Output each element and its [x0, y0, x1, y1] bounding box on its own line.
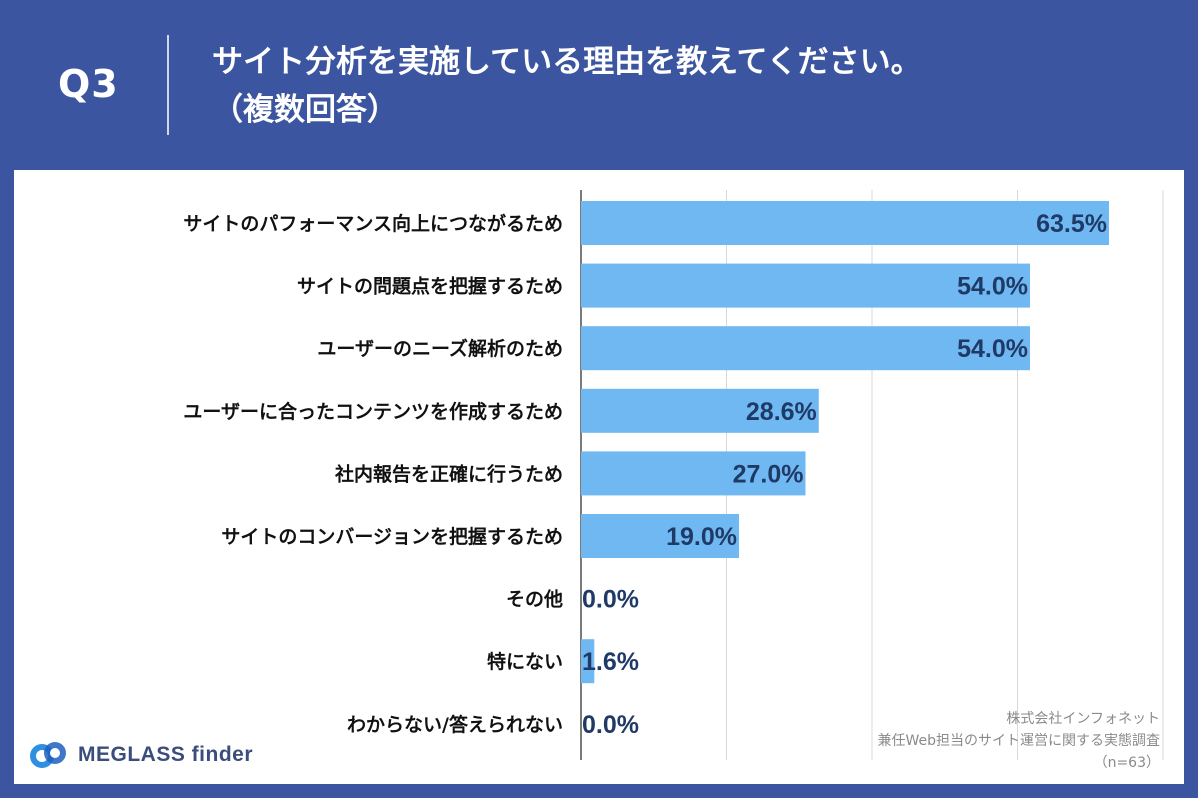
category-label: サイトのコンバージョンを把握するため: [221, 525, 563, 548]
category-label: その他: [506, 588, 563, 611]
category-label: 社内報告を正確に行うため: [334, 462, 563, 485]
value-label: 1.6%: [582, 648, 639, 676]
category-label: 特にない: [487, 651, 563, 673]
bar: [581, 388, 819, 433]
chart-panel: サイトのパフォーマンス向上につながるためサイトの問題点を把握するためユーザーのニ…: [14, 170, 1184, 784]
source-sample-size: （n=63）: [1093, 755, 1160, 771]
bar: [581, 326, 1030, 371]
value-label: 0.0%: [582, 711, 639, 739]
category-label: ユーザーに合ったコンテンツを作成するため: [183, 400, 563, 423]
logo-text: MEGLASS finder: [78, 743, 254, 766]
category-label: サイトのパフォーマンス向上につながるため: [183, 212, 563, 235]
value-label: 0.0%: [582, 586, 639, 614]
bar: [581, 639, 595, 684]
question-title-line2: （複数回答）: [212, 92, 398, 128]
question-title-line1: サイト分析を実施している理由を教えてください。: [212, 44, 922, 80]
header: Q3 サイト分析を実施している理由を教えてください。 （複数回答）: [0, 0, 1198, 170]
value-label: 54.0%: [957, 273, 1028, 301]
source-company: 株式会社インフォネット: [1006, 711, 1160, 727]
source-note: 株式会社インフォネット 兼任Web担当のサイト運営に関する実態調査 （n=63）: [877, 708, 1160, 774]
question-number: Q3: [58, 62, 119, 106]
source-survey: 兼任Web担当のサイト運営に関する実態調査: [877, 733, 1160, 749]
value-label: 19.0%: [666, 523, 737, 551]
meglass-logo-icon: [30, 742, 66, 768]
bar: [581, 201, 1109, 245]
bar: [581, 263, 1030, 308]
header-divider: [167, 35, 169, 135]
category-label: わからない/答えられない: [347, 713, 563, 736]
bar-chart: サイトのパフォーマンス向上につながるためサイトの問題点を把握するためユーザーのニ…: [183, 190, 1164, 760]
question-title: サイト分析を実施している理由を教えてください。 （複数回答）: [212, 38, 1112, 134]
meglass-logo: MEGLASS finder: [28, 738, 253, 772]
value-label: 63.5%: [1036, 210, 1107, 238]
value-label: 27.0%: [733, 460, 804, 488]
value-label: 54.0%: [957, 335, 1028, 363]
bar: [581, 514, 739, 558]
bar: [581, 451, 806, 496]
category-label: ユーザーのニーズ解析のため: [317, 337, 563, 360]
category-label: サイトの問題点を把握するため: [297, 275, 563, 298]
value-label: 28.6%: [746, 398, 817, 426]
